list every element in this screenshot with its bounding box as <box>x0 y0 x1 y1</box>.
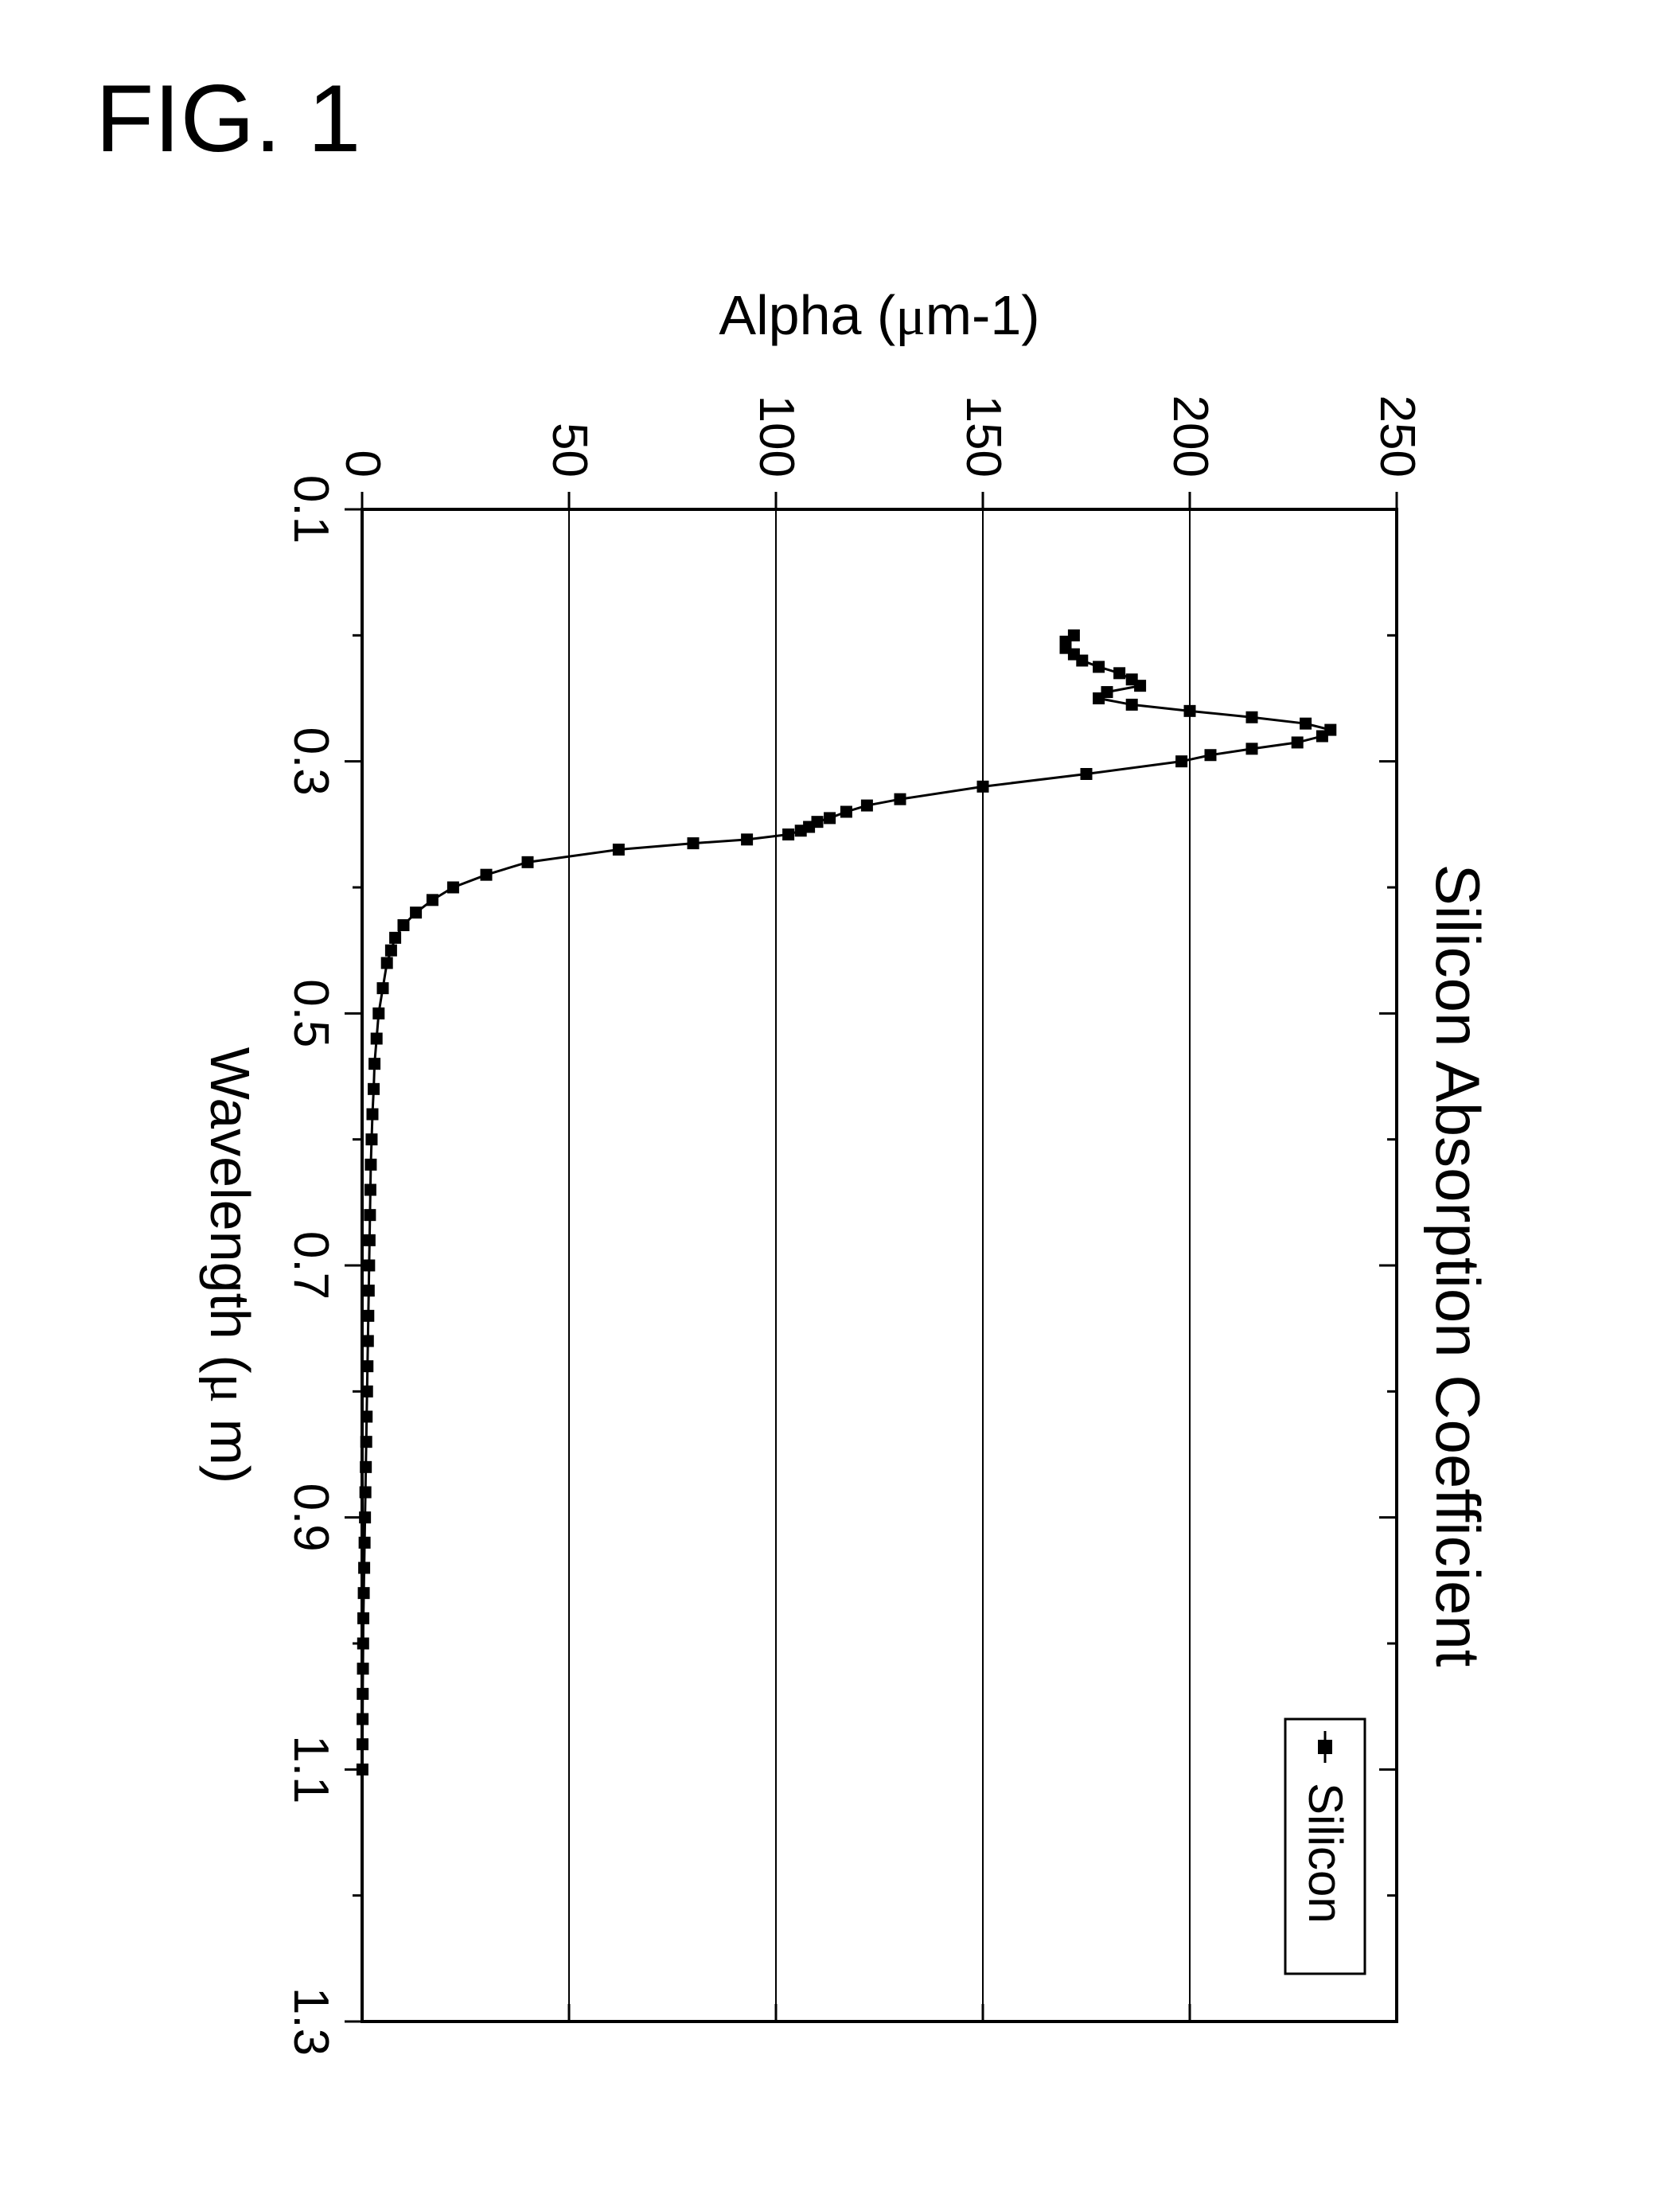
figure-label: FIG. 1 <box>95 64 361 173</box>
series-marker-silicon <box>447 882 458 893</box>
series-marker-silicon <box>369 1059 380 1070</box>
series-marker-silicon <box>357 1688 368 1699</box>
series-marker-silicon <box>363 1285 374 1296</box>
series-marker-silicon <box>364 1234 375 1246</box>
series-marker-silicon <box>411 907 422 918</box>
series-marker-silicon <box>783 829 794 840</box>
series-marker-silicon <box>366 1134 377 1145</box>
series-marker-silicon <box>361 1461 372 1472</box>
series-marker-silicon <box>398 920 409 931</box>
series-marker-silicon <box>795 825 806 836</box>
series-marker-silicon <box>371 1033 382 1044</box>
series-marker-silicon <box>1246 743 1257 754</box>
series-marker-silicon <box>362 1335 373 1347</box>
series-marker-silicon <box>367 1109 378 1120</box>
series-marker-silicon <box>359 1562 370 1573</box>
series-marker-silicon <box>1135 680 1146 692</box>
x-tick-label: 1.1 <box>283 1735 338 1803</box>
series-marker-silicon <box>895 793 906 805</box>
series-marker-silicon <box>364 1260 375 1271</box>
series-marker-silicon <box>688 838 699 849</box>
y-tick-label: 50 <box>542 423 597 478</box>
series-marker-silicon <box>357 1714 368 1725</box>
series-marker-silicon <box>368 1083 380 1094</box>
x-tick-label: 1.3 <box>283 1987 338 2056</box>
series-marker-silicon <box>373 1008 384 1019</box>
series-marker-silicon <box>1292 737 1303 748</box>
series-marker-silicon <box>361 1411 372 1422</box>
chart-rotated-container: 0.1 0.3 0.5 0.7 0.9 1.1 1.3 0 50 100 150 200 250 Sili… <box>123 223 1556 2133</box>
series-marker-silicon <box>363 1310 374 1321</box>
series-marker-silicon <box>522 856 533 867</box>
series-marker-silicon <box>1176 756 1187 767</box>
series-marker-silicon <box>1246 712 1257 723</box>
plot-background <box>362 509 1397 2022</box>
series-marker-silicon <box>357 1764 368 1775</box>
x-tick-label: 0.1 <box>283 475 338 544</box>
series-marker-silicon <box>360 1487 371 1498</box>
series-marker-silicon <box>364 1210 376 1221</box>
series-marker-silicon <box>1077 655 1088 666</box>
series-marker-silicon <box>840 806 852 817</box>
series-marker-silicon <box>358 1612 369 1624</box>
y-tick-label: 250 <box>1370 396 1425 478</box>
chart-title: Silicon Absorption Coefficient <box>1423 864 1493 1667</box>
x-tick-label: 0.7 <box>283 1231 338 1300</box>
series-marker-silicon <box>1126 699 1137 710</box>
chart-svg: 0.1 0.3 0.5 0.7 0.9 1.1 1.3 0 50 100 150 200 250 Sili… <box>123 223 1556 2133</box>
series-marker-silicon <box>1316 731 1327 742</box>
series-marker-silicon <box>613 844 624 856</box>
series-marker-silicon <box>390 932 401 943</box>
y-axis-label: Alpha (μm-1) <box>719 284 1039 347</box>
series-marker-silicon <box>357 1739 368 1750</box>
series-marker-silicon <box>358 1588 369 1599</box>
series-marker-silicon <box>362 1361 373 1372</box>
x-axis-label: Wavelength (μ m) <box>198 1047 261 1483</box>
y-tick-label: 100 <box>749 396 804 478</box>
series-marker-silicon <box>977 781 988 792</box>
series-marker-silicon <box>381 957 392 969</box>
series-marker-silicon <box>427 895 438 906</box>
series-marker-silicon <box>359 1537 370 1548</box>
series-marker-silicon <box>361 1386 372 1397</box>
series-marker-silicon <box>377 983 388 994</box>
series-marker-silicon <box>1114 668 1125 679</box>
series-marker-silicon <box>1093 661 1105 673</box>
y-tick-label: 150 <box>956 396 1011 478</box>
series-marker-silicon <box>385 945 396 956</box>
series-marker-silicon <box>361 1437 372 1448</box>
x-tick-label: 0.5 <box>283 979 338 1047</box>
series-marker-silicon <box>861 800 872 811</box>
series-marker-silicon <box>742 834 753 845</box>
series-marker-silicon <box>1093 693 1105 704</box>
series-marker-silicon <box>364 1184 376 1195</box>
legend-sample-marker <box>1318 1740 1332 1754</box>
series-marker-silicon <box>360 1512 371 1523</box>
page: FIG. 1 0.1 0.3 0.5 0.7 0.9 1.1 1.3 0 50 100 150 200… <box>0 0 1680 2195</box>
series-marker-silicon <box>1300 718 1312 729</box>
series-marker-silicon <box>1184 705 1195 716</box>
series-marker-silicon <box>365 1159 376 1170</box>
x-tick-label: 0.3 <box>283 727 338 796</box>
series-marker-silicon <box>481 869 492 880</box>
series-marker-silicon <box>357 1638 368 1649</box>
y-tick-label: 200 <box>1163 396 1218 478</box>
series-marker-silicon <box>1205 750 1216 761</box>
series-marker-silicon <box>824 813 836 824</box>
series-marker-silicon <box>1081 769 1092 780</box>
legend-label: Silicon <box>1299 1783 1352 1924</box>
x-tick-label: 0.9 <box>283 1483 338 1552</box>
y-tick-label: 0 <box>335 450 390 478</box>
series-marker-silicon <box>357 1663 368 1675</box>
